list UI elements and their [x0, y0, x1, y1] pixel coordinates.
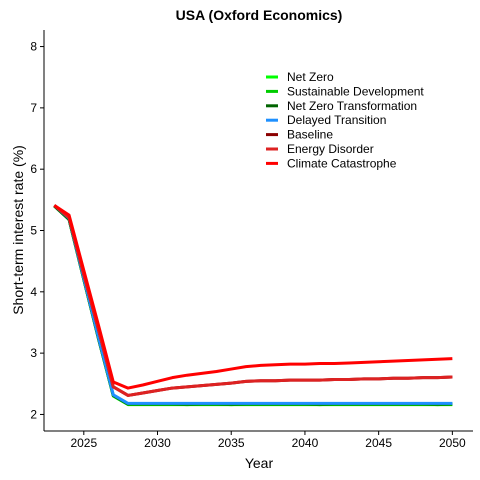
- y-tick-label: 8: [30, 40, 37, 54]
- x-tick-label: 2045: [365, 436, 392, 450]
- chart-title: USA (Oxford Economics): [176, 7, 343, 23]
- y-tick-label: 7: [30, 101, 37, 115]
- legend-label: Energy Disorder: [287, 142, 374, 156]
- x-tick-label: 2030: [144, 436, 171, 450]
- legend-label: Baseline: [287, 128, 333, 142]
- y-tick-label: 5: [30, 224, 37, 238]
- series-line-sustainable-development: [53, 204, 453, 407]
- series-line-net-zero: [53, 204, 453, 407]
- legend-label: Climate Catastrophe: [287, 156, 397, 170]
- legend-label: Net Zero: [287, 70, 334, 84]
- y-tick-label: 3: [30, 346, 37, 360]
- x-tick-label: 2035: [218, 436, 245, 450]
- series-line-climate-catastrophe: [53, 204, 453, 390]
- series-line-energy-disorder: [53, 204, 453, 397]
- x-tick-label: 2050: [439, 436, 466, 450]
- x-axis-title: Year: [245, 455, 274, 471]
- series-line-net-zero-transformation: [53, 204, 453, 406]
- legend-label: Net Zero Transformation: [287, 99, 417, 113]
- y-axis-title: Short-term interest rate (%): [10, 145, 26, 315]
- plot-area: 2025 2030 2035 2040 2045 2050 2 3 4 5 6 7 8: [30, 30, 473, 450]
- series-layer: [53, 204, 453, 407]
- legend-label: Sustainable Development: [287, 84, 424, 98]
- x-tick-label: 2040: [292, 436, 319, 450]
- legend-label: Delayed Transition: [287, 113, 386, 127]
- y-tick-label: 2: [30, 407, 37, 421]
- x-axis-ticks: 2025 2030 2035 2040 2045 2050: [70, 431, 466, 450]
- x-tick-label: 2025: [70, 436, 97, 450]
- series-line-delayed-transition: [53, 204, 453, 405]
- y-axis-ticks: 2 3 4 5 6 7 8: [30, 40, 44, 421]
- y-tick-label: 4: [30, 285, 37, 299]
- y-tick-label: 6: [30, 162, 37, 176]
